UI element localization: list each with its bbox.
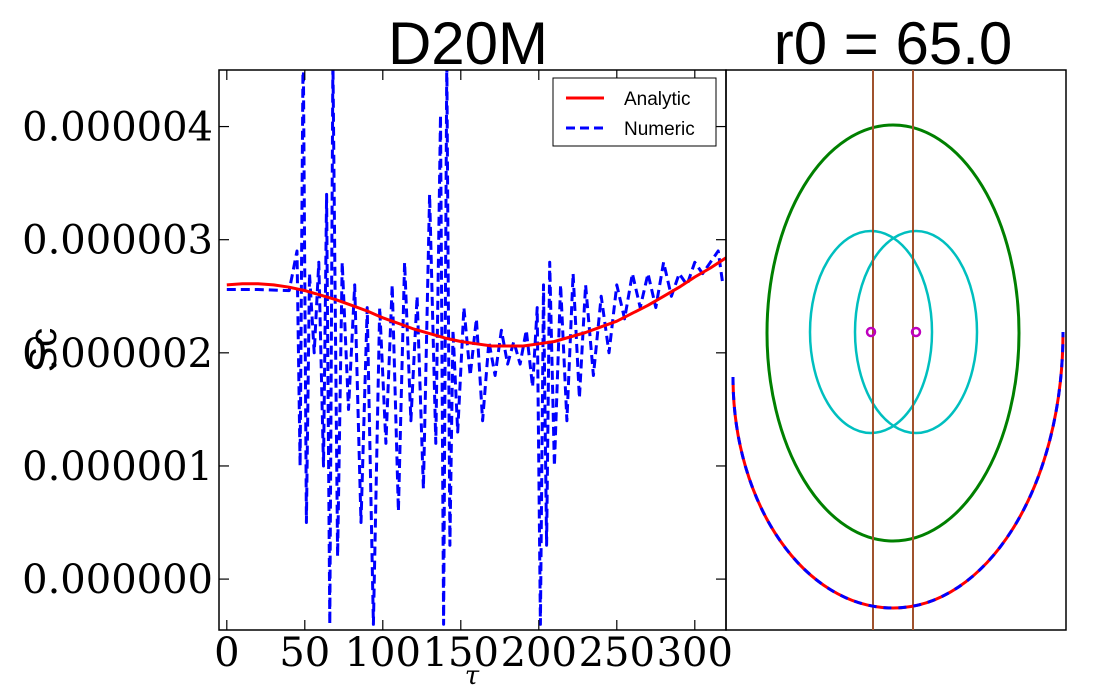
x-tick-label: 50 [279, 630, 330, 676]
left-chart-title: D20M [388, 10, 548, 77]
legend-numeric-label: Numeric [624, 119, 695, 140]
magenta-marker-left [865, 326, 877, 338]
y-tick-label: 0.000004 [22, 105, 213, 151]
series-analytic-line [226, 256, 726, 348]
y-tick-label: 0.000000 [22, 557, 213, 603]
cyan-circle-left [808, 229, 934, 435]
magenta-marker-right [910, 326, 922, 338]
left-y-ticks: 0.000000 0.000001 0.000002 0.000003 0.000004 [22, 105, 726, 603]
legend: Analytic Numeric [552, 77, 717, 147]
left-chart: D20M 0.0000000.0000010.0000020.0000030.0… [22, 10, 733, 691]
y-tick-label: 0.000001 [22, 444, 213, 490]
orbit-arc-numeric [731, 331, 1065, 610]
right-diagram-title: r0 = 65.0 [774, 10, 1013, 77]
x-tick-label: 0 [214, 630, 239, 676]
orbit-arc-analytic [731, 331, 1065, 610]
x-tick-label: 150 [423, 630, 499, 676]
y-tick-label: 0.000002 [22, 331, 213, 377]
green-ellipse [765, 123, 1021, 543]
left-x-ticks: 0 50 100 150 200 250 300 [214, 70, 733, 676]
cyan-circle-right [853, 229, 979, 435]
y-axis-label: Sc [23, 328, 65, 372]
y-tick-label: 0.000003 [22, 218, 213, 264]
x-axis-label: τ [465, 661, 480, 691]
right-diagram: r0 = 65.0 [725, 10, 1067, 631]
left-plot-area [226, 70, 726, 626]
right-plot-frame [725, 69, 1067, 631]
x-tick-label: 250 [579, 630, 655, 676]
x-tick-label: 200 [501, 630, 577, 676]
series-numeric-line [226, 70, 725, 626]
x-tick-label: 100 [345, 630, 421, 676]
legend-analytic-label: Analytic [624, 89, 691, 110]
x-tick-label: 300 [657, 630, 733, 676]
legend-box [552, 77, 717, 147]
